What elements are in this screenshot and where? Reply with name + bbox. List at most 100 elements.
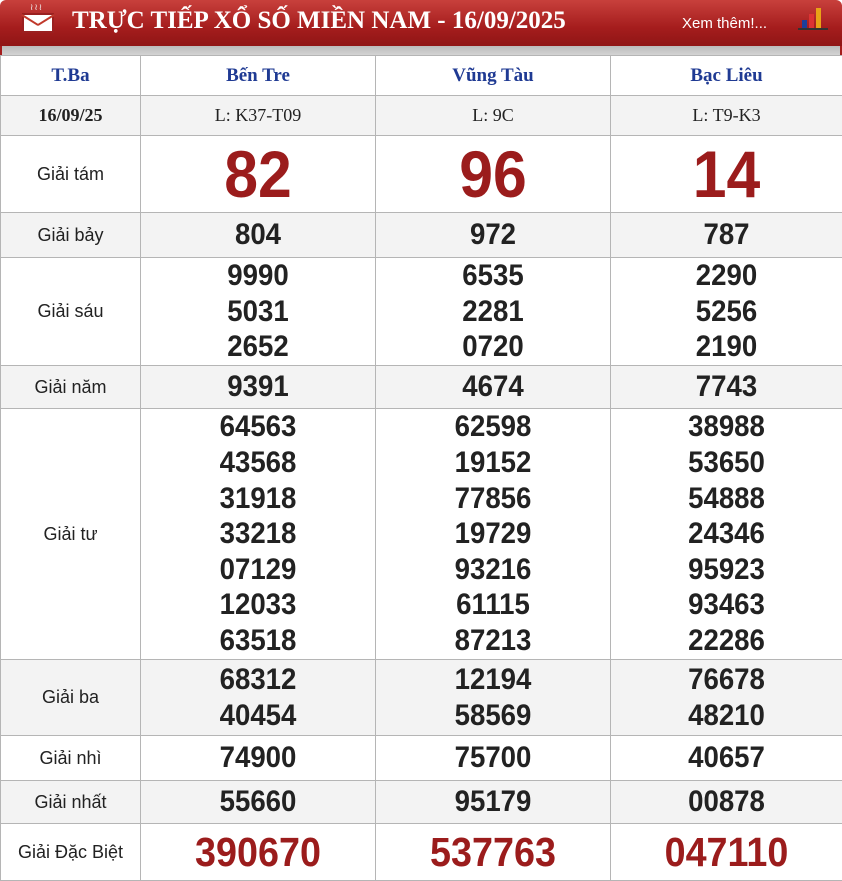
result-number: 77856 <box>385 481 600 517</box>
province-name[interactable]: Bến Tre <box>141 56 376 96</box>
prize-results-cell: 00878 <box>611 781 842 824</box>
prize-label: Giải nhất <box>1 781 141 824</box>
results-table: T.Ba Bến Tre Vũng Tàu Bạc Liêu 16/09/25 … <box>0 55 842 881</box>
result-number: 48210 <box>620 698 833 734</box>
result-number: 64563 <box>150 409 365 445</box>
prize-label: Giải năm <box>1 366 141 409</box>
prize-results-cell: 537763 <box>376 824 611 881</box>
result-number: 9391 <box>150 369 365 405</box>
ticket-code: L: 9C <box>376 96 611 136</box>
result-number: 2190 <box>620 329 833 365</box>
prize-results-cell: 9391 <box>141 366 376 409</box>
result-number: 40454 <box>150 698 365 734</box>
draw-date: 16/09/25 <box>1 96 141 136</box>
prize-label: Giải Đặc Biệt <box>1 824 141 881</box>
result-number: 33218 <box>150 516 365 552</box>
result-number: 74900 <box>150 740 365 776</box>
result-number: 82 <box>150 139 365 209</box>
result-number: 75700 <box>385 740 600 776</box>
day-of-week: T.Ba <box>1 56 141 96</box>
result-number: 61115 <box>385 587 600 623</box>
result-number: 24346 <box>620 516 833 552</box>
prize-results-cell: 40657 <box>611 736 842 781</box>
mail-icon <box>22 13 54 33</box>
result-number: 787 <box>620 217 833 253</box>
result-number: 22286 <box>620 623 833 659</box>
prize-label: Giải sáu <box>1 258 141 366</box>
result-number: 6535 <box>385 258 600 294</box>
result-number: 76678 <box>620 662 833 698</box>
result-number: 93216 <box>385 552 600 588</box>
prize-results-cell: 787 <box>611 213 842 258</box>
prize-results-cell: 75700 <box>376 736 611 781</box>
prize-results-cell: 047110 <box>611 824 842 881</box>
result-number: 95923 <box>620 552 833 588</box>
steam-icon: ≀≀≀ <box>30 2 43 13</box>
province-name[interactable]: Vũng Tàu <box>376 56 611 96</box>
result-number: 12194 <box>385 662 600 698</box>
result-number: 537763 <box>385 827 600 877</box>
prize-results-cell: 95179 <box>376 781 611 824</box>
prize-results-cell: 55660 <box>141 781 376 824</box>
result-number: 58569 <box>385 698 600 734</box>
header-bar: ≀≀≀ TRỰC TIẾP XỔ SỐ MIỀN NAM - 16/09/202… <box>0 0 842 46</box>
date-row: 16/09/25 L: K37-T09 L: 9C L: T9-K3 <box>1 96 842 136</box>
result-number: 804 <box>150 217 365 253</box>
prize-label: Giải bảy <box>1 213 141 258</box>
result-number: 54888 <box>620 481 833 517</box>
ticket-code: L: T9-K3 <box>611 96 842 136</box>
result-number: 31918 <box>150 481 365 517</box>
result-number: 14 <box>620 139 833 209</box>
result-number: 047110 <box>620 827 833 877</box>
result-number: 5031 <box>150 294 365 330</box>
province-name[interactable]: Bạc Liêu <box>611 56 842 96</box>
prize-results-cell: 804 <box>141 213 376 258</box>
result-number: 972 <box>385 217 600 253</box>
result-number: 390670 <box>150 827 365 877</box>
result-number: 95179 <box>385 784 600 820</box>
prize-results-cell: 14 <box>611 136 842 213</box>
result-number: 00878 <box>620 784 833 820</box>
page-title: TRỰC TIẾP XỔ SỐ MIỀN NAM - 16/09/2025 <box>72 7 566 35</box>
result-number: 43568 <box>150 445 365 481</box>
result-number: 96 <box>385 139 600 209</box>
result-number: 7743 <box>620 369 833 405</box>
result-number: 40657 <box>620 740 833 776</box>
see-more-link[interactable]: Xem thêm!... <box>682 15 767 32</box>
result-number: 2652 <box>150 329 365 365</box>
result-number: 9990 <box>150 258 365 294</box>
result-number: 93463 <box>620 587 833 623</box>
result-number: 38988 <box>620 409 833 445</box>
prize-label: Giải tư <box>1 409 141 660</box>
prize-label: Giải tám <box>1 136 141 213</box>
result-number: 19152 <box>385 445 600 481</box>
prize-label: Giải nhì <box>1 736 141 781</box>
province-header-row: T.Ba Bến Tre Vũng Tàu Bạc Liêu <box>1 56 842 96</box>
result-number: 0720 <box>385 329 600 365</box>
result-number: 55660 <box>150 784 365 820</box>
prize-results-cell: 7743 <box>611 366 842 409</box>
result-number: 63518 <box>150 623 365 659</box>
prize-results-cell: 4674 <box>376 366 611 409</box>
result-number: 62598 <box>385 409 600 445</box>
prize-results-cell: 96 <box>376 136 611 213</box>
result-number: 2281 <box>385 294 600 330</box>
result-number: 2290 <box>620 258 833 294</box>
bar-chart-icon[interactable] <box>798 8 828 30</box>
